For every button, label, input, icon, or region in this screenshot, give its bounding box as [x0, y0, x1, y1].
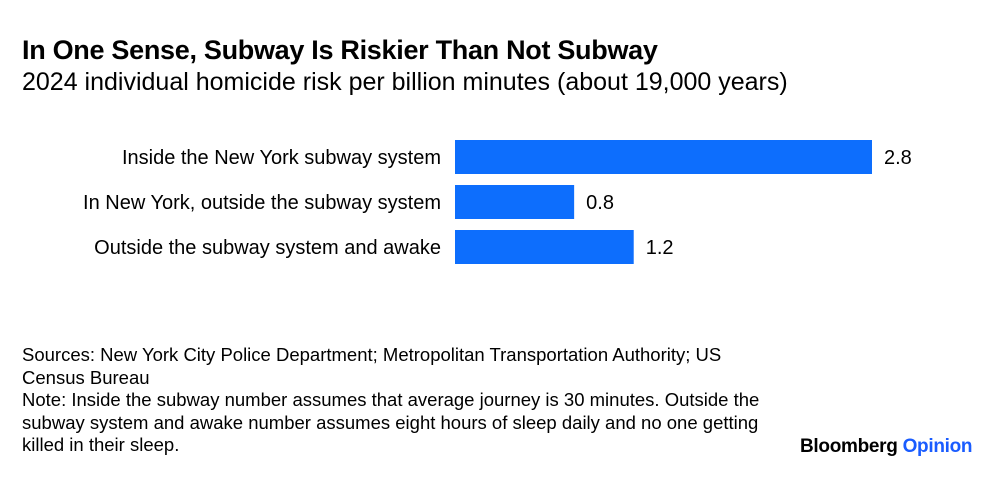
category-label: Outside the subway system and awake: [94, 237, 441, 259]
brand-section: Opinion: [902, 436, 973, 457]
value-label: 1.2: [646, 237, 674, 259]
bar-chart: Inside the New York subway system 2.8 In N…: [83, 140, 912, 264]
sources-note: Sources: New York City Police Department…: [22, 344, 722, 388]
value-label: 2.8: [884, 147, 912, 169]
chart-subtitle: 2024 individual homicide risk per billio…: [22, 68, 788, 96]
chart-footer: Sources: New York City Police Department…: [22, 344, 782, 457]
methodology-note: Note: Inside the subway number assumes t…: [22, 389, 760, 455]
category-label: In New York, outside the subway system: [83, 192, 441, 214]
brand-logo: Bloomberg Opinion: [800, 436, 973, 458]
value-label: 0.8: [586, 192, 614, 214]
chart-title: In One Sense, Subway Is Riskier Than Not…: [22, 35, 658, 65]
bar: [455, 140, 872, 174]
category-label: Inside the New York subway system: [122, 147, 441, 169]
bar: [455, 185, 575, 219]
brand-name: Bloomberg: [800, 436, 898, 457]
bar: [455, 230, 634, 264]
